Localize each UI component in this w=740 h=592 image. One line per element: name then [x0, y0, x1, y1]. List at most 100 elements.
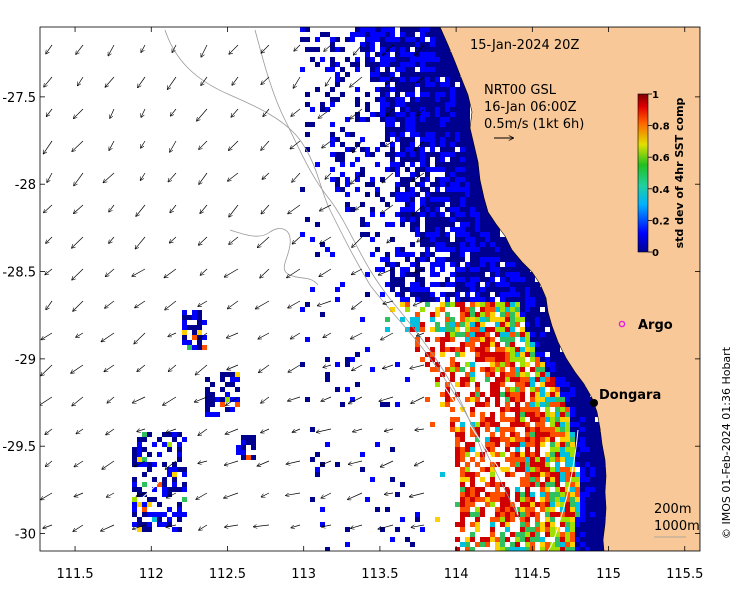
sst-pixel — [420, 202, 425, 207]
sst-pixel — [385, 252, 390, 257]
sst-pixel — [320, 507, 325, 512]
sst-pixel — [415, 322, 420, 327]
sst-pixel — [555, 512, 560, 517]
sst-pixel — [560, 437, 565, 442]
sst-pixel — [570, 442, 575, 447]
sst-pixel — [490, 532, 495, 537]
sst-pixel — [530, 367, 535, 372]
sst-pixel — [430, 87, 435, 92]
sst-pixel — [415, 347, 420, 352]
sst-pixel — [445, 77, 450, 82]
sst-pixel — [570, 457, 575, 462]
sst-pixel — [595, 472, 600, 477]
current-vector-arrow — [45, 268, 53, 275]
sst-pixel — [500, 242, 505, 247]
sst-pixel — [565, 487, 570, 492]
sst-pixel — [590, 472, 595, 477]
sst-pixel — [142, 437, 147, 442]
sst-pixel — [435, 187, 440, 192]
sst-pixel — [405, 37, 410, 42]
sst-pixel — [485, 492, 490, 497]
current-vector-arrow — [323, 332, 332, 338]
sst-pixel — [470, 447, 475, 452]
sst-pixel — [415, 72, 420, 77]
sst-pixel — [395, 137, 400, 142]
sst-pixel — [515, 537, 520, 542]
sst-pixel — [430, 117, 435, 122]
sst-pixel — [405, 167, 410, 172]
sst-pixel — [390, 157, 395, 162]
sst-pixel — [585, 422, 590, 427]
sst-pixel — [460, 132, 465, 137]
sst-pixel — [465, 337, 470, 342]
sst-pixel — [525, 502, 530, 507]
sst-pixel — [420, 207, 425, 212]
sst-pixel — [525, 517, 530, 522]
sst-pixel — [565, 402, 570, 407]
sst-pixel — [490, 367, 495, 372]
sst-pixel — [535, 367, 540, 372]
sst-pixel — [400, 277, 405, 282]
sst-pixel — [460, 227, 465, 232]
sst-pixel — [540, 542, 545, 547]
sst-pixel — [545, 357, 550, 362]
sst-pixel — [395, 162, 400, 167]
sst-pixel — [320, 242, 325, 247]
sst-pixel — [445, 232, 450, 237]
sst-pixel — [470, 302, 475, 307]
sst-pixel — [440, 132, 445, 137]
sst-pixel — [505, 392, 510, 397]
sst-pixel — [515, 282, 520, 287]
sst-pixel — [390, 447, 395, 452]
sst-pixel — [440, 227, 445, 232]
sst-pixel — [445, 397, 450, 402]
sst-pixel — [385, 72, 390, 77]
current-vector-arrow — [385, 493, 394, 494]
sst-pixel — [510, 422, 515, 427]
sst-pixel — [470, 232, 475, 237]
sst-pixel — [505, 442, 510, 447]
sst-pixel — [565, 447, 570, 452]
y-tick-label: -27.5 — [2, 91, 36, 106]
sst-pixel — [580, 427, 585, 432]
sst-pixel — [515, 542, 520, 547]
sst-pixel — [375, 67, 380, 72]
x-tick-label: 114 — [444, 567, 469, 582]
sst-pixel — [540, 337, 545, 342]
sst-pixel — [425, 82, 430, 87]
sst-pixel — [330, 97, 335, 102]
sst-pixel — [420, 27, 425, 32]
sst-pixel — [430, 312, 435, 317]
sst-pixel — [370, 62, 375, 67]
sst-pixel — [435, 282, 440, 287]
sst-pixel — [470, 282, 475, 287]
sst-pixel — [445, 387, 450, 392]
sst-pixel — [465, 162, 470, 167]
sst-pixel — [400, 287, 405, 292]
sst-pixel — [560, 352, 565, 357]
sst-pixel — [550, 362, 555, 367]
sst-pixel — [445, 107, 450, 112]
y-tick-label: -28.5 — [2, 266, 36, 281]
sst-pixel — [470, 522, 475, 527]
sst-pixel — [470, 277, 475, 282]
sst-pixel — [535, 377, 540, 382]
sst-pixel — [525, 347, 530, 352]
sst-pixel — [565, 452, 570, 457]
sst-pixel — [330, 57, 335, 62]
sst-pixel — [365, 92, 370, 97]
sst-pixel — [445, 297, 450, 302]
sst-pixel — [435, 177, 440, 182]
sst-pixel — [580, 512, 585, 517]
sst-pixel — [210, 402, 215, 407]
current-vector-arrow — [71, 364, 84, 373]
sst-pixel — [157, 437, 162, 442]
sst-pixel — [335, 177, 340, 182]
sst-pixel — [460, 127, 465, 132]
sst-pixel — [455, 92, 460, 97]
sst-pixel — [410, 252, 415, 257]
sst-pixel — [540, 312, 545, 317]
sst-pixel — [570, 487, 575, 492]
sst-pixel — [470, 317, 475, 322]
sst-pixel — [545, 377, 550, 382]
